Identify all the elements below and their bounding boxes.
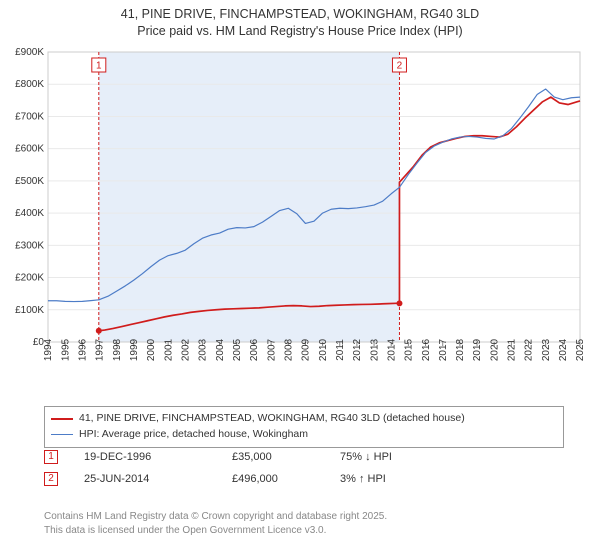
svg-text:1995: 1995 [60,338,71,361]
legend-swatch [51,434,73,435]
event-delta: 3% ↑ HPI [340,468,450,490]
svg-text:£200K: £200K [15,273,44,284]
svg-text:2021: 2021 [507,338,518,361]
svg-text:£800K: £800K [15,79,44,90]
event-marker: 2 [44,472,58,486]
svg-text:2001: 2001 [163,338,174,361]
svg-text:2014: 2014 [386,338,397,361]
svg-text:£700K: £700K [15,111,44,122]
svg-text:1999: 1999 [129,338,140,361]
svg-text:2003: 2003 [198,338,209,361]
svg-text:2015: 2015 [404,338,415,361]
svg-text:1998: 1998 [112,338,123,361]
svg-text:£100K: £100K [15,305,44,316]
svg-text:2013: 2013 [369,338,380,361]
svg-text:2024: 2024 [558,338,569,361]
title-line-2: Price paid vs. HM Land Registry's House … [0,23,600,40]
svg-text:2009: 2009 [301,338,312,361]
svg-text:1: 1 [96,61,102,72]
svg-text:2018: 2018 [455,338,466,361]
event-row: 1 19-DEC-1996 £35,000 75% ↓ HPI [44,446,564,468]
event-price: £496,000 [232,468,332,490]
legend-item: HPI: Average price, detached house, Woki… [51,427,557,443]
events-table: 1 19-DEC-1996 £35,000 75% ↓ HPI 2 25-JUN-2014… [44,446,564,490]
svg-text:1994: 1994 [43,338,54,361]
footnote-line-1: Contains HM Land Registry data © Crown c… [44,511,387,522]
svg-text:2: 2 [397,61,403,72]
event-price: £35,000 [232,446,332,468]
svg-text:2017: 2017 [438,338,449,361]
footnote: Contains HM Land Registry data © Crown c… [44,510,564,537]
svg-text:£600K: £600K [15,144,44,155]
page: 41, PINE DRIVE, FINCHAMPSTEAD, WOKINGHAM… [0,0,600,560]
svg-text:2008: 2008 [283,338,294,361]
title-line-1: 41, PINE DRIVE, FINCHAMPSTEAD, WOKINGHAM… [0,6,600,23]
svg-text:2010: 2010 [318,338,329,361]
svg-text:2004: 2004 [215,338,226,361]
svg-text:2005: 2005 [232,338,243,361]
svg-text:2011: 2011 [335,339,346,361]
chart-title: 41, PINE DRIVE, FINCHAMPSTEAD, WOKINGHAM… [0,0,600,40]
price-chart: £0£100K£200K£300K£400K£500K£600K£700K£80… [0,42,600,400]
svg-text:2000: 2000 [146,338,157,361]
svg-text:2025: 2025 [575,338,586,361]
event-marker: 1 [44,450,58,464]
svg-text:1996: 1996 [78,338,89,361]
svg-text:2022: 2022 [524,338,535,361]
svg-text:2007: 2007 [266,338,277,361]
legend-swatch [51,418,73,420]
legend-label: HPI: Average price, detached house, Woki… [79,427,308,443]
event-date: 19-DEC-1996 [84,446,224,468]
svg-text:1997: 1997 [95,338,106,361]
svg-text:2006: 2006 [249,338,260,361]
svg-text:2016: 2016 [421,338,432,361]
svg-text:£300K: £300K [15,240,44,251]
footnote-line-2: This data is licensed under the Open Gov… [44,525,326,536]
svg-text:£900K: £900K [15,47,44,58]
svg-text:£500K: £500K [15,176,44,187]
svg-text:2023: 2023 [541,338,552,361]
event-delta: 75% ↓ HPI [340,446,450,468]
svg-text:2019: 2019 [472,338,483,361]
event-row: 2 25-JUN-2014 £496,000 3% ↑ HPI [44,468,564,490]
legend-label: 41, PINE DRIVE, FINCHAMPSTEAD, WOKINGHAM… [79,411,465,427]
svg-text:2020: 2020 [489,338,500,361]
svg-text:2002: 2002 [180,338,191,361]
svg-text:2012: 2012 [352,338,363,361]
legend-item: 41, PINE DRIVE, FINCHAMPSTEAD, WOKINGHAM… [51,411,557,427]
svg-text:£400K: £400K [15,208,44,219]
event-date: 25-JUN-2014 [84,468,224,490]
legend: 41, PINE DRIVE, FINCHAMPSTEAD, WOKINGHAM… [44,406,564,448]
